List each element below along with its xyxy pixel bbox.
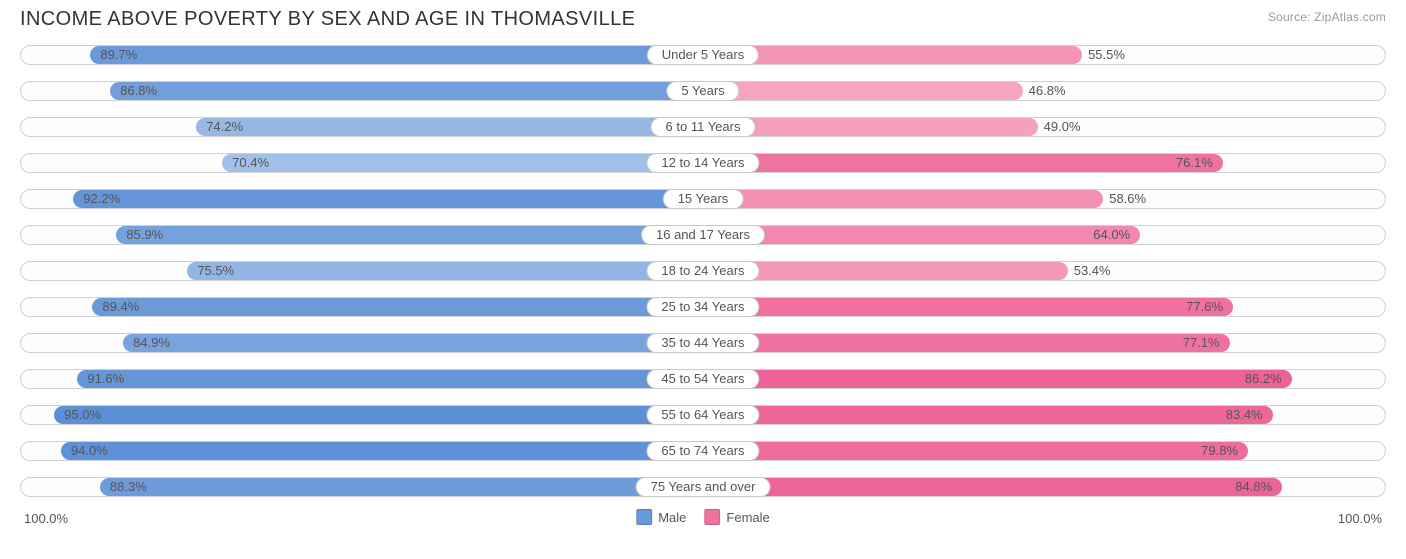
male-bar <box>90 46 703 64</box>
male-bar <box>100 478 703 496</box>
category-label: 55 to 64 Years <box>646 405 759 425</box>
female-bar <box>703 82 1023 100</box>
chart-title: INCOME ABOVE POVERTY BY SEX AND AGE IN T… <box>20 8 1386 31</box>
female-bar <box>703 370 1292 388</box>
category-label: 6 to 11 Years <box>651 117 756 137</box>
chart-row: 75.5% 53.4% 18 to 24 Years <box>20 257 1386 285</box>
female-bar <box>703 298 1233 316</box>
female-swatch-icon <box>704 509 720 525</box>
legend-female-label: Female <box>726 510 769 525</box>
female-value-label: 64.0% <box>1093 226 1130 244</box>
category-label: 5 Years <box>666 81 739 101</box>
female-value-label: 86.2% <box>1245 370 1282 388</box>
category-label: Under 5 Years <box>647 45 759 65</box>
male-swatch-icon <box>636 509 652 525</box>
male-bar <box>77 370 703 388</box>
chart-row: 95.0% 83.4% 55 to 64 Years <box>20 401 1386 429</box>
male-bar <box>187 262 703 280</box>
male-bar <box>73 190 703 208</box>
male-bar <box>110 82 703 100</box>
female-bar <box>703 406 1273 424</box>
category-label: 12 to 14 Years <box>646 153 759 173</box>
female-value-label: 76.1% <box>1176 154 1213 172</box>
category-label: 75 Years and over <box>636 477 771 497</box>
chart-row: 92.2% 58.6% 15 Years <box>20 185 1386 213</box>
chart-row: 88.3% 84.8% 75 Years and over <box>20 473 1386 501</box>
chart-row: 85.9% 64.0% 16 and 17 Years <box>20 221 1386 249</box>
chart-row: 70.4% 76.1% 12 to 14 Years <box>20 149 1386 177</box>
female-value-label: 58.6% <box>1109 190 1146 208</box>
male-value-label: 92.2% <box>83 190 120 208</box>
female-value-label: 84.8% <box>1235 478 1272 496</box>
male-value-label: 88.3% <box>110 478 147 496</box>
category-label: 35 to 44 Years <box>646 333 759 353</box>
male-bar <box>54 406 703 424</box>
axis-right-label: 100.0% <box>1338 511 1382 526</box>
male-bar <box>92 298 703 316</box>
female-value-label: 49.0% <box>1044 118 1081 136</box>
category-label: 18 to 24 Years <box>646 261 759 281</box>
chart-container: INCOME ABOVE POVERTY BY SEX AND AGE IN T… <box>0 0 1406 559</box>
female-bar <box>703 190 1103 208</box>
male-value-label: 94.0% <box>71 442 108 460</box>
male-bar <box>222 154 703 172</box>
population-pyramid-chart: 89.7% 55.5% Under 5 Years 86.8% 46.8% 5 Years… <box>20 41 1386 501</box>
female-bar <box>703 154 1223 172</box>
chart-row: 94.0% 79.8% 65 to 74 Years <box>20 437 1386 465</box>
category-label: 25 to 34 Years <box>646 297 759 317</box>
category-label: 65 to 74 Years <box>646 441 759 461</box>
female-bar <box>703 478 1282 496</box>
axis-left-label: 100.0% <box>24 511 68 526</box>
female-bar <box>703 334 1230 352</box>
chart-row: 91.6% 86.2% 45 to 54 Years <box>20 365 1386 393</box>
female-value-label: 77.6% <box>1186 298 1223 316</box>
male-value-label: 89.7% <box>100 46 137 64</box>
female-value-label: 77.1% <box>1183 334 1220 352</box>
category-label: 16 and 17 Years <box>641 225 765 245</box>
chart-row: 89.7% 55.5% Under 5 Years <box>20 41 1386 69</box>
female-bar <box>703 442 1248 460</box>
female-value-label: 55.5% <box>1088 46 1125 64</box>
male-bar <box>123 334 703 352</box>
male-value-label: 70.4% <box>232 154 269 172</box>
female-value-label: 79.8% <box>1201 442 1238 460</box>
male-bar <box>116 226 703 244</box>
category-label: 45 to 54 Years <box>646 369 759 389</box>
legend: Male Female <box>636 509 770 525</box>
female-value-label: 46.8% <box>1029 82 1066 100</box>
category-label: 15 Years <box>663 189 744 209</box>
chart-row: 74.2% 49.0% 6 to 11 Years <box>20 113 1386 141</box>
male-bar <box>61 442 703 460</box>
legend-male-label: Male <box>658 510 686 525</box>
legend-item-female: Female <box>704 509 769 525</box>
male-value-label: 85.9% <box>126 226 163 244</box>
female-value-label: 53.4% <box>1074 262 1111 280</box>
bottom-axis: 100.0% 100.0% Male Female <box>20 509 1386 531</box>
male-value-label: 91.6% <box>87 370 124 388</box>
male-value-label: 95.0% <box>64 406 101 424</box>
male-value-label: 89.4% <box>102 298 139 316</box>
female-bar <box>703 226 1140 244</box>
female-value-label: 83.4% <box>1226 406 1263 424</box>
source-attribution: Source: ZipAtlas.com <box>1268 10 1386 24</box>
male-value-label: 86.8% <box>120 82 157 100</box>
chart-row: 89.4% 77.6% 25 to 34 Years <box>20 293 1386 321</box>
male-value-label: 74.2% <box>206 118 243 136</box>
male-value-label: 84.9% <box>133 334 170 352</box>
male-bar <box>196 118 703 136</box>
chart-row: 84.9% 77.1% 35 to 44 Years <box>20 329 1386 357</box>
female-bar <box>703 46 1082 64</box>
chart-row: 86.8% 46.8% 5 Years <box>20 77 1386 105</box>
male-value-label: 75.5% <box>197 262 234 280</box>
legend-item-male: Male <box>636 509 686 525</box>
